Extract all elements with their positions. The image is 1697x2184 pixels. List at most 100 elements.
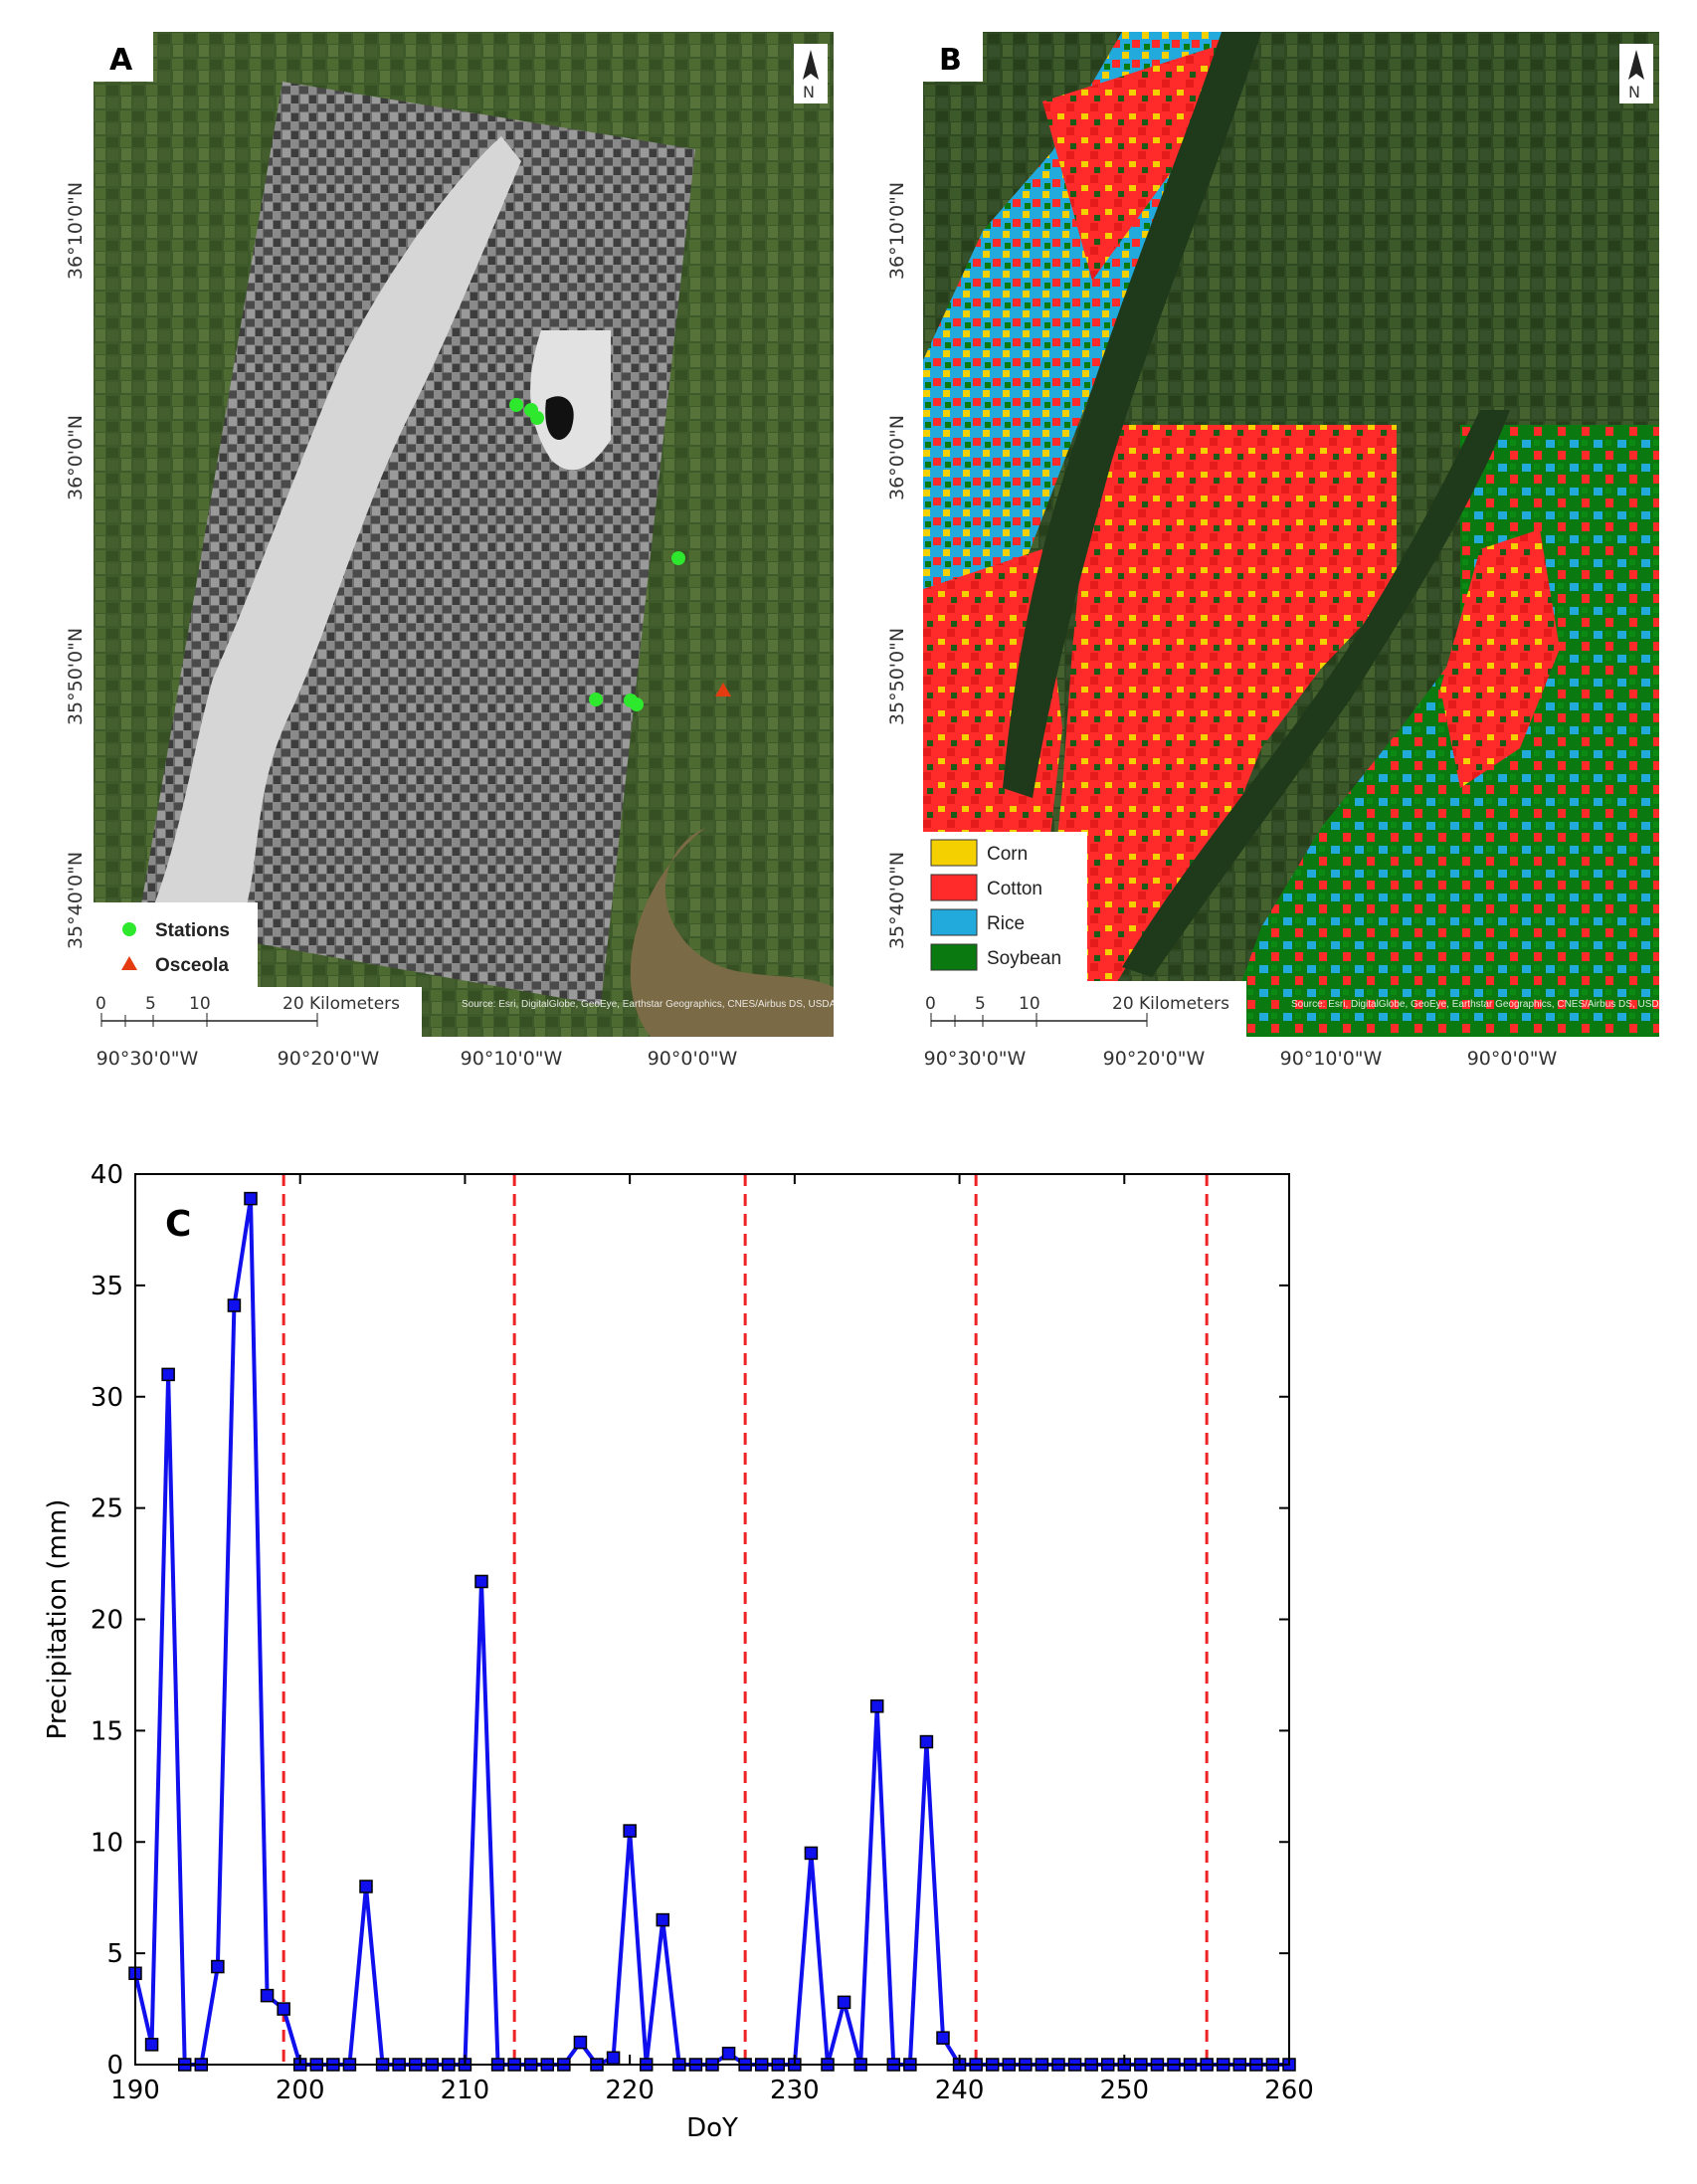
svg-text:Rice: Rice <box>987 913 1025 934</box>
map-panel-b: B N Corn Cotton Rice Soybean 0 <box>923 32 1659 1037</box>
legend-a: Stations Osceola <box>94 902 258 987</box>
lat-label: 35°40'0"N <box>65 852 87 949</box>
lon-label: 90°30'0"W <box>96 1048 199 1070</box>
data-point <box>211 1959 225 1974</box>
x-tick-label: 260 <box>1264 2076 1314 2105</box>
svg-text:5: 5 <box>145 994 156 1014</box>
x-tick-label: 250 <box>1099 2076 1149 2105</box>
x-axis-label: DoY <box>686 2113 738 2143</box>
credits-b: Source: Esri, DigitalGlobe, GeoEye, Eart… <box>1291 999 1659 1010</box>
y-tick-label: 0 <box>106 2051 123 2081</box>
svg-text:Soybean: Soybean <box>987 948 1061 969</box>
legend-swatch-soybean <box>930 943 978 971</box>
svg-text:10: 10 <box>189 994 211 1014</box>
lon-label: 90°30'0"W <box>924 1048 1027 1070</box>
panel-label-c: C <box>165 1204 191 1245</box>
lon-label: 90°10'0"W <box>461 1048 563 1070</box>
lon-label: 90°0'0"W <box>648 1048 738 1070</box>
data-point <box>936 2031 950 2045</box>
x-tick-label: 190 <box>110 2076 160 2105</box>
legend-swatch-rice <box>930 908 978 936</box>
lat-label: 35°50'0"N <box>886 628 908 725</box>
data-point <box>227 1298 242 1312</box>
river-channel <box>1003 32 1261 798</box>
y-tick-label: 35 <box>91 1272 123 1301</box>
x-tick-label: 200 <box>276 2076 325 2105</box>
data-point <box>277 2002 290 2016</box>
svg-text:20 Kilometers: 20 Kilometers <box>1112 994 1229 1014</box>
data-point <box>144 2038 159 2052</box>
y-tick-label: 40 <box>91 1160 123 1190</box>
lat-label: 35°40'0"N <box>886 852 908 949</box>
data-point <box>869 1699 884 1713</box>
x-tick-label: 240 <box>935 2076 985 2105</box>
svg-text:Osceola: Osceola <box>155 955 229 976</box>
lat-label: 36°0'0"N <box>65 415 87 500</box>
north-arrow-icon: N <box>794 44 828 103</box>
mississippi-river <box>630 828 834 1037</box>
scalebar-b: 0 5 10 20 Kilometers <box>923 981 1246 1037</box>
svg-text:N: N <box>1628 83 1640 101</box>
data-point <box>359 1880 373 1893</box>
credits-a: Source: Esri, DigitalGlobe, GeoEye, Eart… <box>462 999 834 1010</box>
panel-label-b: B <box>939 43 962 78</box>
lon-label: 90°10'0"W <box>1280 1048 1383 1070</box>
y-tick-label: 10 <box>91 1828 123 1858</box>
data-point <box>260 1988 275 2003</box>
data-point <box>656 1912 670 1927</box>
panel-b-graticule: 36°10'0"N 36°0'0"N 35°50'0"N 35°40'0"N 9… <box>886 182 1558 1070</box>
chart-frame <box>134 1173 1290 2066</box>
data-point <box>573 2035 588 2050</box>
svg-text:N: N <box>803 83 815 101</box>
svg-text:Cotton: Cotton <box>987 879 1042 899</box>
legend-swatch-cotton <box>930 874 978 901</box>
lat-label: 36°10'0"N <box>886 182 908 280</box>
y-tick-label: 30 <box>91 1383 123 1413</box>
data-point <box>474 1574 488 1589</box>
svg-text:20 Kilometers: 20 Kilometers <box>283 994 400 1014</box>
y-tick-label: 15 <box>91 1716 123 1746</box>
crop-cotton-central <box>1042 425 1397 1007</box>
svg-text:5: 5 <box>975 994 986 1014</box>
crop-soybean-east <box>1222 425 1659 1037</box>
panel-label-a: A <box>109 43 133 78</box>
river-floodplain <box>153 136 521 922</box>
lat-label: 36°0'0"N <box>886 415 908 500</box>
lat-label: 36°10'0"N <box>65 182 87 280</box>
legend-circle-icon <box>122 922 136 936</box>
scalebar-a: 0 5 10 20 Kilometers <box>94 987 422 1037</box>
x-tick-label: 230 <box>770 2076 820 2105</box>
legend-b: Corn Cotton Rice Soybean <box>923 832 1087 981</box>
svg-text:Corn: Corn <box>987 844 1028 865</box>
data-point <box>721 2047 736 2061</box>
y-tick-label: 5 <box>106 1939 123 1969</box>
lon-label: 90°20'0"W <box>278 1048 380 1070</box>
data-point <box>919 1734 934 1749</box>
svg-text:Stations: Stations <box>155 920 230 941</box>
data-point <box>161 1367 175 1382</box>
svg-text:0: 0 <box>95 994 106 1014</box>
sar-image-footprint <box>138 82 695 1005</box>
bright-area <box>530 330 611 471</box>
data-point <box>804 1846 819 1861</box>
crop-cotton-east <box>1440 529 1560 788</box>
north-arrow-icon: N <box>1619 44 1653 103</box>
dark-lake <box>545 396 574 440</box>
y-tick-label: 20 <box>91 1606 123 1636</box>
station-markers <box>509 398 685 711</box>
legend-triangle-icon <box>121 956 137 970</box>
legend-swatch-corn <box>930 839 978 867</box>
map-panel-a: A N Stations Osceola 0 5 10 20 Kil <box>94 32 834 1037</box>
y-axis-label: Precipitation (mm) <box>43 1499 73 1740</box>
y-tick-label: 25 <box>91 1494 123 1524</box>
panel-a-graticule: 36°10'0"N 36°0'0"N 35°50'0"N 35°40'0"N 9… <box>65 182 738 1070</box>
data-point <box>244 1191 258 1206</box>
svg-text:0: 0 <box>925 994 936 1014</box>
river-channel <box>1122 410 1510 977</box>
osceola-marker <box>715 683 731 696</box>
x-tick-label: 220 <box>605 2076 655 2105</box>
svg-text:10: 10 <box>1019 994 1040 1014</box>
data-point <box>623 1824 637 1838</box>
lon-label: 90°0'0"W <box>1467 1048 1558 1070</box>
data-point <box>837 1995 851 2010</box>
